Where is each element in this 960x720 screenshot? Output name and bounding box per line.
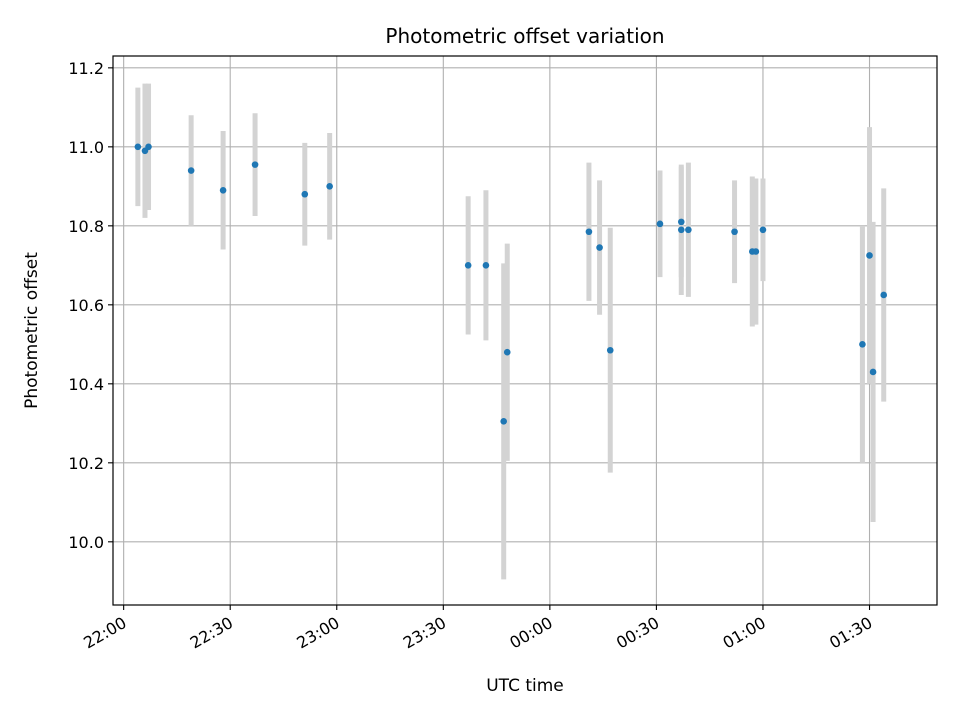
- data-point: [869, 368, 877, 376]
- x-tick-label: 23:30: [400, 613, 449, 653]
- plot-area-frame: [112, 55, 938, 606]
- data-point: [685, 226, 692, 234]
- y-tick-label: 10.2: [68, 454, 104, 473]
- data-point: [677, 226, 685, 234]
- data-point: [759, 226, 767, 234]
- y-axis-label: Photometric offset: [22, 252, 42, 409]
- data-point: [731, 228, 738, 236]
- data-point: [301, 190, 309, 198]
- grid: [113, 56, 937, 605]
- data-point: [464, 262, 472, 269]
- data-point: [134, 143, 142, 151]
- x-tick-label: 00:00: [506, 613, 555, 653]
- y-tick-label: 11.0: [68, 138, 104, 157]
- y-tick-label: 10.8: [68, 217, 104, 236]
- error-bars: [135, 83, 887, 580]
- x-axis-label: UTC time: [486, 676, 564, 696]
- data-point: [596, 244, 603, 251]
- data-point: [606, 346, 614, 354]
- data-point: [326, 183, 333, 190]
- data-point: [251, 161, 259, 168]
- data-point: [752, 248, 760, 255]
- data-point: [500, 418, 507, 425]
- x-axis: 22:00 22:30 23:00 23:30 00:00 00:30 01:00 01:30: [80, 605, 876, 653]
- x-tick-label: 01:00: [720, 613, 769, 653]
- data-point: [677, 218, 685, 226]
- data-point: [859, 341, 866, 348]
- y-tick-label: 10.0: [68, 533, 104, 552]
- data-point: [585, 228, 593, 236]
- x-tick-label: 22:00: [80, 613, 129, 653]
- x-tick-label: 01:30: [826, 613, 875, 653]
- x-tick-label: 22:30: [187, 613, 236, 653]
- data-point: [866, 252, 873, 259]
- data-points: [134, 143, 888, 425]
- data-point: [880, 291, 888, 299]
- y-tick-label: 10.4: [68, 375, 104, 394]
- x-tick-label: 00:30: [613, 613, 662, 653]
- data-point: [187, 167, 195, 174]
- chart-title: Photometric offset variation: [385, 24, 664, 48]
- data-point: [503, 348, 511, 356]
- data-point: [482, 262, 490, 269]
- x-tick-label: 23:00: [293, 613, 342, 653]
- data-point: [656, 220, 664, 228]
- data-point: [145, 143, 152, 151]
- y-tick-label: 11.2: [68, 59, 104, 78]
- data-point: [219, 186, 227, 194]
- y-axis: 10.0 10.2 10.4 10.6 10.8 11.0 11.2: [68, 59, 113, 552]
- y-tick-label: 10.6: [68, 296, 104, 315]
